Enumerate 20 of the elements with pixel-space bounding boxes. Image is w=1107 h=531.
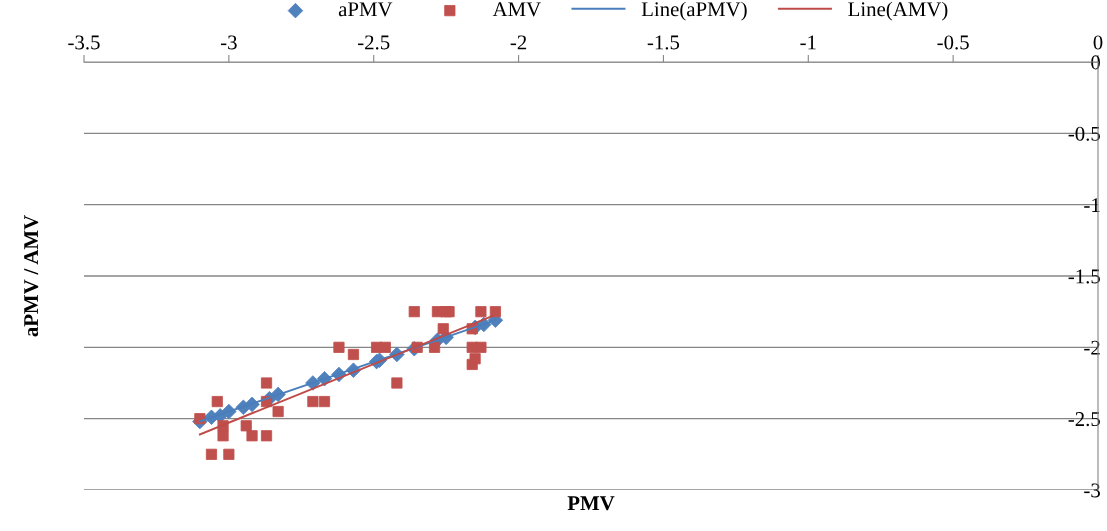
x-tick-label: -2 [510, 35, 527, 50]
legend-label: Line(aPMV) [641, 1, 747, 21]
legend-label: Line(AMV) [848, 1, 948, 21]
y-tick-label: 0 [1091, 55, 1100, 70]
y-tick-label: -0.5 [1068, 126, 1100, 141]
x-axis-title: PMV [567, 496, 615, 511]
x-tick-label: -1.5 [647, 35, 680, 50]
x-tick-label: -3 [220, 35, 237, 50]
x-tick-label: -3.5 [68, 35, 100, 50]
x-tick-label: -1 [800, 35, 816, 50]
y-tick-label: -2 [1084, 340, 1100, 355]
x-tick-label: -2.5 [358, 35, 390, 50]
legend-label: aPMV [338, 2, 393, 17]
y-tick-label: -2.5 [1068, 412, 1100, 427]
x-tick-label: -0.5 [937, 35, 969, 50]
y-tick-label: -3 [1084, 483, 1100, 498]
y-axis-title: aPMV / AMV [24, 215, 39, 337]
legend-label: AMV [492, 2, 541, 17]
y-tick-label: -1 [1084, 198, 1100, 212]
y-tick-label: -1.5 [1068, 269, 1100, 284]
